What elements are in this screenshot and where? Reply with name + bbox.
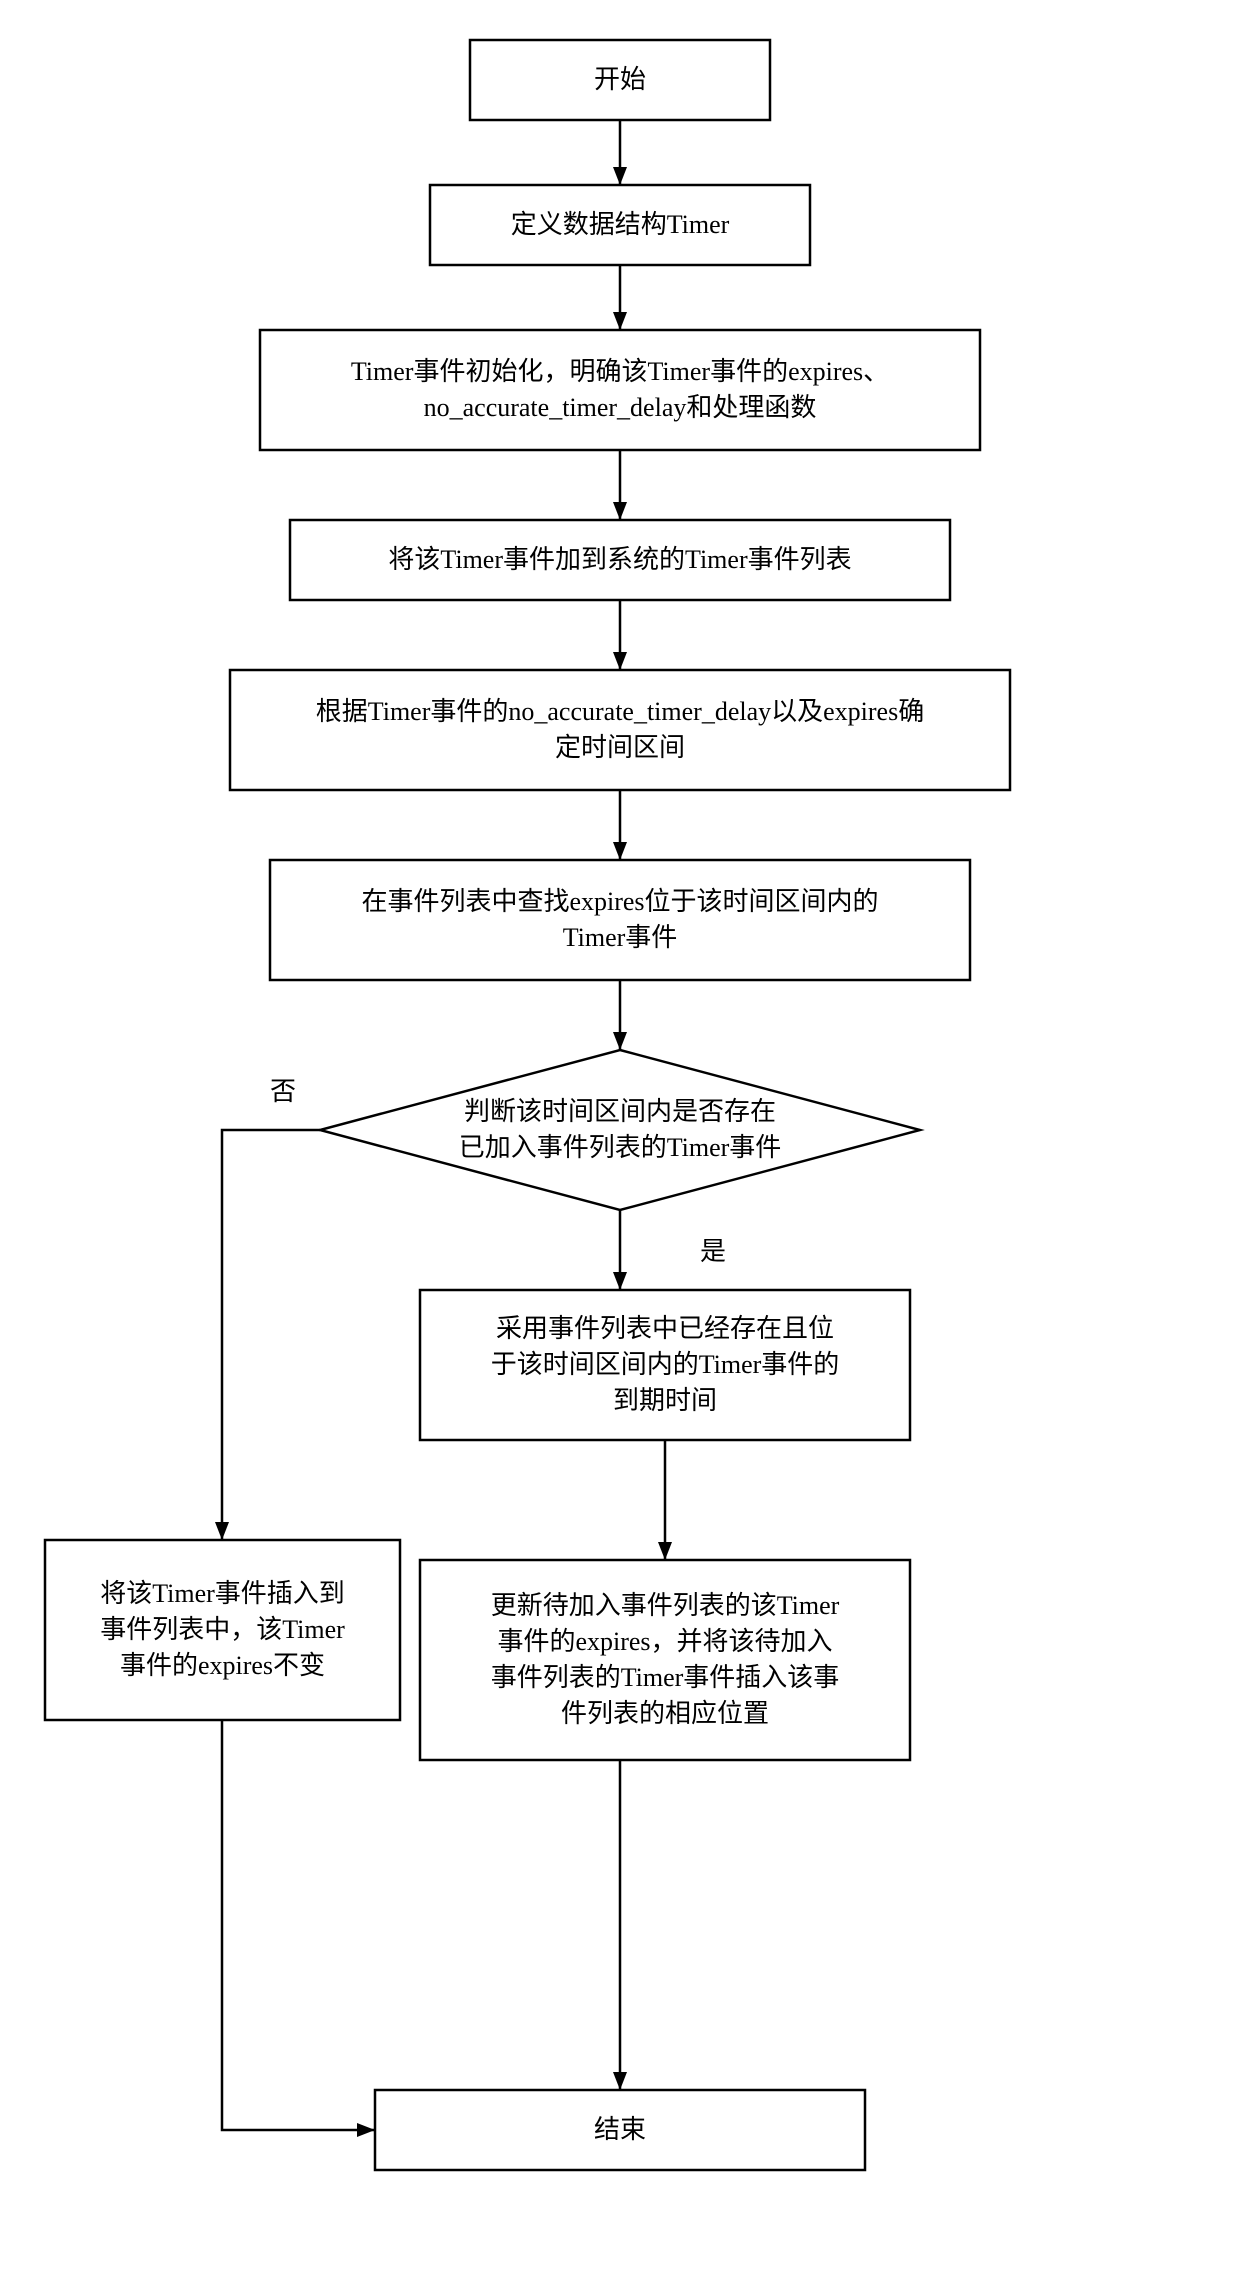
node-n4: 根据Timer事件的no_accurate_timer_delay以及expir… bbox=[230, 670, 1010, 790]
svg-text:将该Timer事件插入到事件列表中，该Timer事件的exp: 将该Timer事件插入到事件列表中，该Timer事件的expires不变 bbox=[100, 1579, 345, 1680]
svg-text:结束: 结束 bbox=[594, 2115, 646, 2144]
node-n3: 将该Timer事件加到系统的Timer事件列表 bbox=[290, 520, 950, 600]
node-n2: Timer事件初始化，明确该Timer事件的expires、no_accurat… bbox=[260, 330, 980, 450]
node-end: 结束 bbox=[375, 2090, 865, 2170]
node-no1: 将该Timer事件插入到事件列表中，该Timer事件的expires不变 bbox=[45, 1540, 400, 1720]
label-no: 否 bbox=[270, 1077, 296, 1106]
node-n1: 定义数据结构Timer bbox=[430, 185, 810, 265]
flowchart-canvas: 开始定义数据结构Timer Timer事件初始化，明确该Timer事件的expir… bbox=[0, 0, 1240, 2273]
node-yes1: 采用事件列表中已经存在且位于该时间区间内的Timer事件的到期时间 bbox=[420, 1290, 910, 1440]
svg-text:将该Timer事件加到系统的Timer事件列表: 将该Timer事件加到系统的Timer事件列表 bbox=[388, 545, 851, 574]
node-yes2: 更新待加入事件列表的该Timer事件的expires，并将该待加入事件列表的Ti… bbox=[420, 1560, 910, 1760]
node-n5: 在事件列表中查找expires位于该时间区间内的Timer事件 bbox=[270, 860, 970, 980]
label-yes: 是 bbox=[700, 1237, 726, 1266]
svg-text:开始: 开始 bbox=[594, 65, 646, 94]
svg-text:定义数据结构Timer: 定义数据结构Timer bbox=[511, 210, 730, 239]
node-start: 开始 bbox=[470, 40, 770, 120]
